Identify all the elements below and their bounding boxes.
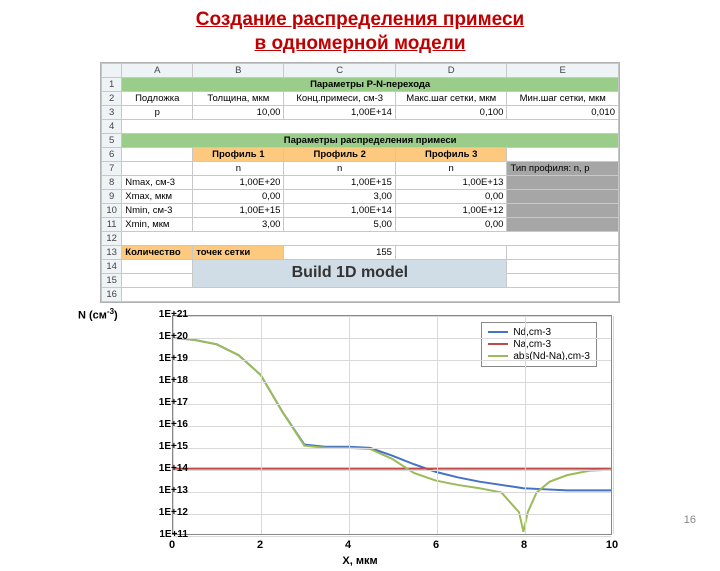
title-line-1: Создание распределения примеси xyxy=(196,9,524,30)
legend-item-na: Na,cm-3 xyxy=(488,339,590,350)
cell[interactable]: 3,00 xyxy=(284,189,396,203)
cell[interactable]: Толщина, мкм xyxy=(193,91,284,105)
cell[interactable] xyxy=(507,217,619,231)
cell[interactable]: 1,00E+14 xyxy=(284,105,396,119)
cell[interactable]: 0,100 xyxy=(395,105,507,119)
empty-row[interactable] xyxy=(122,231,619,245)
cell[interactable]: Количество xyxy=(122,245,193,259)
legend-item-nd: Nd,cm-3 xyxy=(488,327,590,338)
col-header-row: A B C D E xyxy=(102,63,619,77)
cell[interactable]: 5,00 xyxy=(284,217,396,231)
y-tick: 1E+14 xyxy=(138,463,188,474)
spreadsheet-table[interactable]: A B C D E 1Параметры P-N-перехода 2 Подл… xyxy=(101,63,619,302)
empty-row[interactable] xyxy=(122,119,619,133)
cell[interactable]: Макс.шаг сетки, мкм xyxy=(395,91,507,105)
cell[interactable]: Nmin, см-3 xyxy=(122,203,193,217)
x-tick: 10 xyxy=(602,539,622,551)
cell[interactable]: 0,010 xyxy=(507,105,619,119)
cell[interactable] xyxy=(507,147,619,161)
spreadsheet: A B C D E 1Параметры P-N-перехода 2 Подл… xyxy=(100,62,620,303)
cell[interactable]: 155 xyxy=(284,245,396,259)
x-tick: 6 xyxy=(426,539,446,551)
cell[interactable]: n xyxy=(193,161,284,175)
col-d[interactable]: D xyxy=(395,63,507,77)
x-tick: 8 xyxy=(514,539,534,551)
cell[interactable]: 0,00 xyxy=(395,217,507,231)
y-tick: 1E+16 xyxy=(138,419,188,430)
cell[interactable]: 1,00E+20 xyxy=(193,175,284,189)
y-tick: 1E+18 xyxy=(138,375,188,386)
empty-row[interactable] xyxy=(122,287,619,301)
cell[interactable]: Xmax, мкм xyxy=(122,189,193,203)
cell[interactable]: p xyxy=(122,105,193,119)
slide-title: Создание распределения примеси в одномер… xyxy=(0,0,720,62)
x-tick: 2 xyxy=(250,539,270,551)
cell[interactable]: Профиль 3 xyxy=(395,147,507,161)
cell[interactable] xyxy=(122,259,193,273)
page-number: 16 xyxy=(684,514,696,526)
cell[interactable]: Мин.шаг сетки, мкм xyxy=(507,91,619,105)
y-tick: 1E+11 xyxy=(138,529,188,540)
x-axis-label: X, мкм xyxy=(80,555,640,567)
col-e[interactable]: E xyxy=(507,63,619,77)
chart-plot-area: Nd,cm-3 Na,cm-3 abs(Nd-Na),cm-3 xyxy=(172,315,612,535)
cell[interactable]: 1,00E+15 xyxy=(193,203,284,217)
cell[interactable]: 1,00E+13 xyxy=(395,175,507,189)
legend-swatch xyxy=(488,331,508,333)
cell[interactable]: n xyxy=(284,161,396,175)
section-header-dist: Параметры распределения примеси xyxy=(122,133,619,147)
cell[interactable] xyxy=(507,245,619,259)
cell[interactable]: Конц.примеси, см-3 xyxy=(284,91,396,105)
cell[interactable]: 1,00E+15 xyxy=(284,175,396,189)
cell[interactable]: n xyxy=(395,161,507,175)
chart: N (см-3) Nd,cm-3 Na,cm-3 abs(Nd-Na),cm-3… xyxy=(80,311,640,571)
cell[interactable]: Профиль 2 xyxy=(284,147,396,161)
legend-swatch xyxy=(488,343,508,345)
y-tick: 1E+12 xyxy=(138,507,188,518)
y-axis-label: N (см-3) xyxy=(78,307,118,322)
x-tick: 0 xyxy=(162,539,182,551)
cell[interactable] xyxy=(507,189,619,203)
col-c[interactable]: C xyxy=(284,63,396,77)
cell[interactable]: 0,00 xyxy=(193,189,284,203)
x-tick: 4 xyxy=(338,539,358,551)
section-header-pn: Параметры P-N-перехода xyxy=(122,77,619,91)
cell[interactable]: 3,00 xyxy=(193,217,284,231)
cell[interactable]: Nmax, см-3 xyxy=(122,175,193,189)
cell[interactable]: Подложка xyxy=(122,91,193,105)
cell[interactable] xyxy=(395,245,507,259)
cell[interactable]: 10,00 xyxy=(193,105,284,119)
y-tick: 1E+20 xyxy=(138,331,188,342)
legend-swatch xyxy=(488,355,508,357)
cell[interactable]: точек сетки xyxy=(193,245,284,259)
cell[interactable]: Xmin, мкм xyxy=(122,217,193,231)
cell[interactable]: 1,00E+14 xyxy=(284,203,396,217)
y-tick: 1E+15 xyxy=(138,441,188,452)
cell[interactable] xyxy=(507,175,619,189)
cell[interactable]: Тип профиля: n, p xyxy=(507,161,619,175)
cell[interactable] xyxy=(122,161,193,175)
cell[interactable]: Профиль 1 xyxy=(193,147,284,161)
col-b[interactable]: B xyxy=(193,63,284,77)
y-tick: 1E+17 xyxy=(138,397,188,408)
title-line-2: в одномерной модели xyxy=(254,33,465,54)
y-tick: 1E+13 xyxy=(138,485,188,496)
cell[interactable]: 1,00E+12 xyxy=(395,203,507,217)
cell[interactable] xyxy=(507,259,619,273)
y-tick: 1E+19 xyxy=(138,353,188,364)
cell[interactable] xyxy=(507,203,619,217)
cell[interactable]: 0,00 xyxy=(395,189,507,203)
col-a[interactable]: A xyxy=(122,63,193,77)
build-model-button[interactable]: Build 1D model xyxy=(193,259,507,287)
cell[interactable] xyxy=(122,147,193,161)
y-tick: 1E+21 xyxy=(138,309,188,320)
